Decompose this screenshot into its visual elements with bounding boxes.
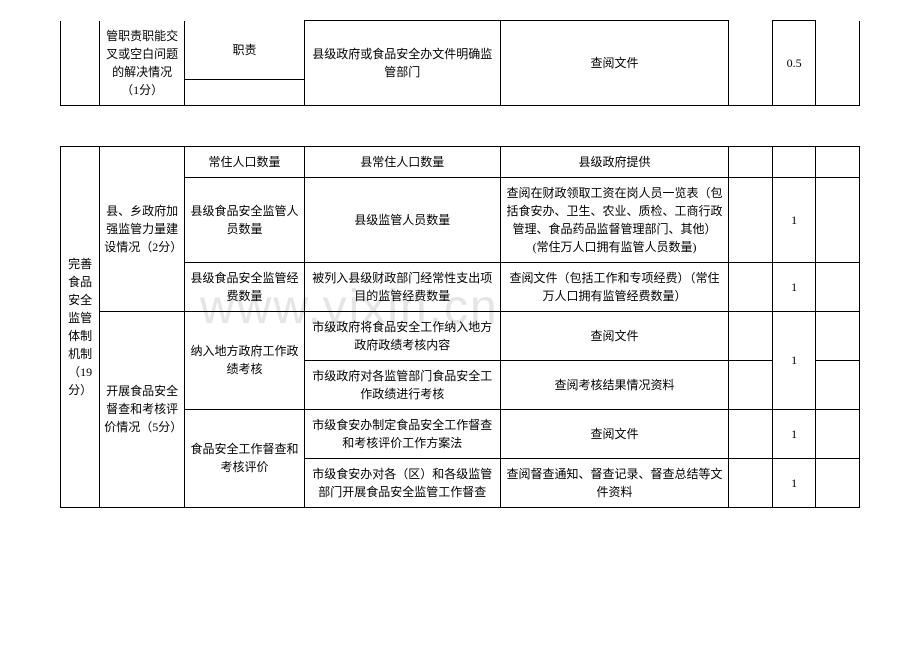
cell: 职责 [185,21,305,80]
cell [772,146,816,177]
side-title: 完善食品安全监管体制机制（19分） [61,146,100,507]
spacer [60,106,860,146]
cell: 查阅文件（包括工作和专项经费）（常住万人口拥有监管经费数量） [500,262,729,311]
cell: 管职责职能交叉或空白问题的解决情况（1分） [100,21,185,106]
cell: 查阅考核结果情况资料 [500,360,729,409]
table-row: 管职责职能交叉或空白问题的解决情况（1分） 职责 县级政府或食品安全办文件明确监… [61,21,860,80]
cell: 市级食安办制定食品安全工作督查和考核评价工作方案法 [304,409,500,458]
cell-blank [729,146,773,177]
cell-blank [816,262,860,311]
cell: 1 [772,311,816,409]
cell-blank [816,177,860,262]
cell-blank [816,458,860,507]
cell-blank [816,360,860,409]
cell-blank [729,21,773,106]
cell: 县级食品安全监管经费数量 [185,262,305,311]
cell: 纳入地方政府工作政绩考核 [185,311,305,409]
cell: 查阅文件 [500,409,729,458]
cell: 县级监管人员数量 [304,177,500,262]
cell-blank [816,146,860,177]
table-main: 完善食品安全监管体制机制（19分） 县、乡政府加强监管力量建设情况（2分） 常住… [60,146,860,508]
cell-blank [816,311,860,360]
cell-blank [816,21,860,106]
cell-blank [729,458,773,507]
group-title: 县、乡政府加强监管力量建设情况（2分） [100,146,185,311]
cell: 市级政府对各监管部门食品安全工作政绩进行考核 [304,360,500,409]
cell-blank [729,360,773,409]
cell: 县级食品安全监管人员数量 [185,177,305,262]
cell: 1 [772,409,816,458]
cell: 食品安全工作督查和考核评价 [185,409,305,507]
cell: 查阅在财政领取工资在岗人员一览表（包括食安办、卫生、农业、质检、工商行政管理、食… [500,177,729,262]
cell: 查阅督查通知、督查记录、督查总结等文件资料 [500,458,729,507]
group-title: 开展食品安全督查和考核评价情况（5分） [100,311,185,507]
cell: 查阅文件 [500,21,729,106]
cell: 市级政府将食品安全工作纳入地方政府政绩考核内容 [304,311,500,360]
cell: 常住人口数量 [185,146,305,177]
cell: 县级政府提供 [500,146,729,177]
cell: 1 [772,177,816,262]
table-row: 开展食品安全督查和考核评价情况（5分） 纳入地方政府工作政绩考核 市级政府将食品… [61,311,860,360]
table-top: 管职责职能交叉或空白问题的解决情况（1分） 职责 县级政府或食品安全办文件明确监… [60,20,860,106]
cell-blank [729,311,773,360]
cell: 市级食安办对各（区）和各级监管部门开展食品安全监管工作督查 [304,458,500,507]
cell-blank [729,409,773,458]
cell-blank [185,80,305,105]
cell-blank [729,177,773,262]
table-row: 完善食品安全监管体制机制（19分） 县、乡政府加强监管力量建设情况（2分） 常住… [61,146,860,177]
cell: 1 [772,458,816,507]
cell-blank [816,409,860,458]
cell-blank [61,21,100,106]
cell: 县级政府或食品安全办文件明确监管部门 [304,21,500,106]
cell: 0.5 [772,21,816,106]
cell: 1 [772,262,816,311]
cell: 县常住人口数量 [304,146,500,177]
cell: 查阅文件 [500,311,729,360]
cell: 被列入县级财政部门经常性支出项目的监管经费数量 [304,262,500,311]
cell-blank [729,262,773,311]
